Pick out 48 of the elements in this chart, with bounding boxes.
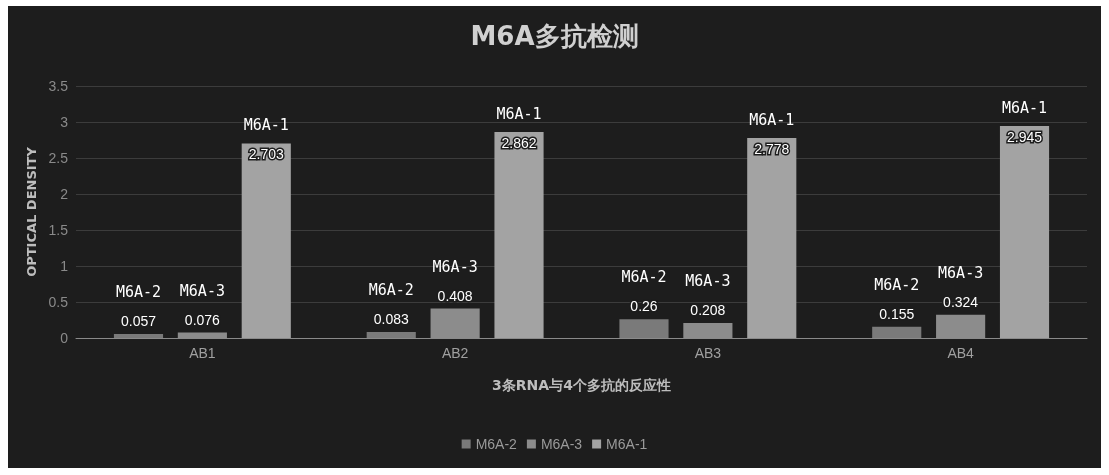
data-label: 0.083 (373, 311, 409, 328)
text: M6A-3 (685, 272, 731, 291)
bar (494, 131, 544, 338)
data-label: 0.155 (879, 305, 915, 322)
legend-label: M6A-1 (606, 436, 648, 452)
text: M6A-2 (368, 281, 414, 300)
text: M6A-2 (115, 282, 162, 301)
text: M6A-1 (496, 104, 542, 123)
bar (241, 143, 291, 338)
bar (619, 319, 669, 338)
y-tick-label: 3.5 (48, 78, 69, 94)
y-tick-label: 2.5 (48, 150, 69, 166)
data-label: 0.408 (437, 287, 473, 304)
x-tick-label: AB3 (694, 345, 722, 361)
text: M6A-3 (938, 263, 984, 282)
bar (872, 326, 922, 338)
y-tick-label: 0 (60, 330, 69, 346)
y-tick-label: 0.5 (48, 294, 69, 310)
chart-title: M6A多抗检测 (470, 21, 639, 51)
data-label: 2.945 (1006, 128, 1043, 145)
x-tick-label: AB1 (189, 345, 216, 361)
bar (747, 137, 797, 338)
x-tick-label: AB2 (441, 345, 469, 361)
x-axis-title: 3条RNA与4个多抗的反应性 (492, 377, 671, 393)
text: M6A-3 (179, 281, 225, 300)
data-label: 0.208 (690, 302, 726, 319)
bar (113, 333, 164, 338)
data-label: 0.057 (120, 312, 157, 329)
y-tick-label: 1 (60, 258, 69, 274)
data-label: 0.324 (943, 293, 979, 310)
bar (366, 332, 416, 338)
text: M6A-1 (243, 116, 289, 135)
legend-label: M6A-3 (540, 436, 583, 452)
x-tick-label: AB4 (947, 345, 975, 361)
text: M6A-3 (432, 257, 478, 276)
text: M6A-1 (749, 110, 795, 129)
legend-label: M6A-2 (475, 436, 518, 452)
data-label: 0.26 (630, 298, 658, 315)
y-tick-label: 3 (60, 114, 69, 130)
text: M6A-1 (1001, 98, 1048, 117)
y-tick-label: 2 (60, 186, 69, 202)
data-label: 2.778 (754, 140, 790, 157)
data-label: 0.076 (184, 311, 221, 328)
y-axis-title: OPTICAL DENSITY (23, 146, 39, 277)
text: M6A-2 (874, 275, 920, 294)
bar (999, 125, 1050, 338)
y-tick-label: 1.5 (48, 222, 69, 238)
text: M6A-2 (621, 268, 667, 287)
